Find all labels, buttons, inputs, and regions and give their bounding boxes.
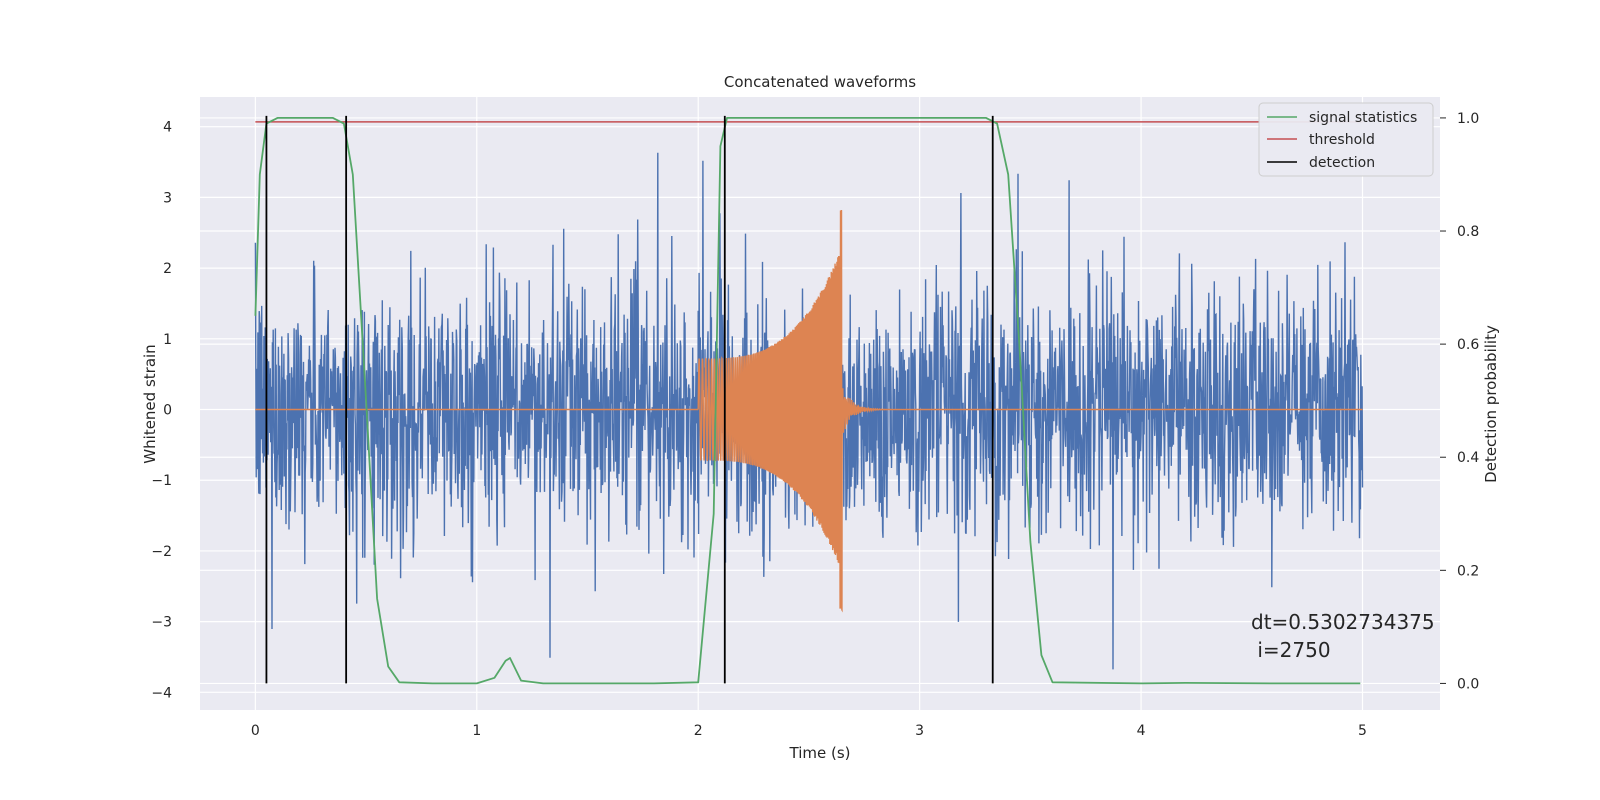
y-tick-label: −3 xyxy=(151,615,172,631)
y-tick-label: 4 xyxy=(163,120,172,136)
y-tick-label: 3 xyxy=(163,190,172,206)
x-tick-label: 4 xyxy=(1137,723,1146,739)
y2-tick-label: 0.6 xyxy=(1457,337,1479,353)
y-tick-label: −2 xyxy=(151,544,172,560)
y2-tick-label: 0.8 xyxy=(1457,224,1479,240)
y2-tick-label: 0.2 xyxy=(1457,563,1479,579)
annotation: dt=0.5302734375 i=2750 xyxy=(1251,610,1435,662)
y2-tick-label: 0.4 xyxy=(1457,450,1479,466)
annotation-i: i=2750 xyxy=(1251,638,1331,662)
tick-labels: 0 1 2 3 4 5 −4 −3 −2 −1 0 1 2 3 4 0.0 0.2 0.4 0.6 0.8 1.0 xyxy=(151,111,1479,739)
y2-tick-label: 0.0 xyxy=(1457,676,1479,692)
x-tick-label: 2 xyxy=(694,723,703,739)
x-axis-label: Time (s) xyxy=(789,744,851,762)
y-tick-label: −1 xyxy=(151,473,172,489)
legend-label-signal-statistics: signal statistics xyxy=(1309,110,1417,126)
legend: signal statistics threshold detection xyxy=(1258,102,1434,177)
x-tick-label: 1 xyxy=(472,723,481,739)
annotation-dt: dt=0.5302734375 xyxy=(1251,610,1435,634)
y-axis-label: Whitened strain xyxy=(141,344,159,463)
y-tick-label: 2 xyxy=(163,261,172,277)
y-tick-label: 1 xyxy=(163,332,172,348)
x-tick-label: 0 xyxy=(251,723,260,739)
legend-box xyxy=(1258,102,1434,177)
x-tick-label: 5 xyxy=(1358,723,1367,739)
y-tick-label: 0 xyxy=(163,403,172,419)
chart-title: Concatenated waveforms xyxy=(724,73,916,91)
y2-axis-label: Detection probability xyxy=(1482,325,1500,483)
y2-tick-label: 1.0 xyxy=(1457,111,1479,127)
series-injected-waveform xyxy=(255,209,1363,613)
series-traces xyxy=(254,115,1364,685)
legend-label-threshold: threshold xyxy=(1309,132,1375,148)
x-tick-label: 3 xyxy=(915,723,924,739)
legend-label-detection: detection xyxy=(1309,155,1375,171)
y-tick-label: −4 xyxy=(151,685,172,701)
